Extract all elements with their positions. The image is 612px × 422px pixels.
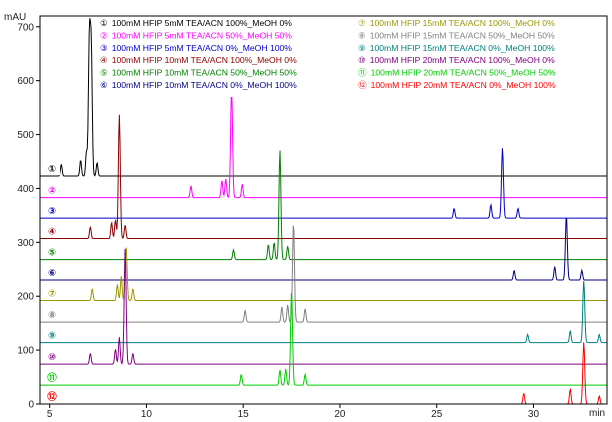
legend-background (96, 17, 590, 97)
legend-item-8: ⑧ 100mM HFIP 15mM TEA/ACN 50%_MeOH 50% (358, 30, 555, 40)
y-tick-label: 500 (17, 130, 34, 141)
trace-badge-bg (44, 370, 60, 385)
legend-marker: ⑪ (358, 68, 367, 78)
plot-frame (39, 15, 608, 405)
trace-line-2 (40, 87, 607, 199)
trace-marker-10: ⑩ (48, 352, 56, 363)
y-tick-label: 300 (17, 238, 34, 249)
legend-marker: ⑦ (358, 18, 366, 28)
legend-label: 100mM HFIP 15mM TEA/ACN 50%_MeOH 50% (370, 30, 555, 40)
y-axis-label: mAU (4, 12, 26, 23)
legend-marker: ⑩ (358, 55, 366, 65)
trace-line-12 (40, 342, 607, 405)
legend-label: 100mM HFIP 20mM TEA/ACN 50%_MeOH 50% (371, 68, 556, 78)
trace-line-11 (40, 292, 607, 386)
y-tick-label: 700 (17, 22, 34, 33)
legend-item-3: ③ 100mM HFIP 5mM TEA/ACN 0%_MeOH 100% (100, 43, 292, 53)
trace-marker-3: ③ (48, 206, 56, 217)
legend-item-7: ⑦ 100mM HFIP 15mM TEA/ACN 100%_MeOH 0% (358, 18, 555, 28)
trace-badge-bg (44, 161, 60, 176)
legend-item-5: ⑤ 100mM HFIP 10mM TEA/ACN 50%_MeOH 50% (100, 68, 297, 78)
trace-badge-bg (44, 265, 60, 280)
trace-badge-bg (44, 223, 60, 238)
legend-label: 100mM HFIP 15mM TEA/ACN 0%_MeOH 100% (370, 43, 555, 53)
trace-marker-7: ⑦ (48, 289, 56, 300)
legend-label: 100mM HFIP 20mM TEA/ACN 0%_MeOH 100% (371, 80, 556, 90)
legend-item-6: ⑥ 100mM HFIP 10mM TEA/ACN 0%_MeOH 100% (100, 80, 297, 90)
trace-marker-11: ⑪ (47, 372, 57, 384)
legend-marker: ① (100, 18, 108, 28)
trace-line-1 (40, 18, 607, 177)
trace-line-3 (40, 148, 607, 219)
legend-marker: ⑧ (358, 30, 366, 40)
x-tick-label: 5 (47, 409, 53, 420)
x-tick-label: 25 (431, 409, 443, 420)
legend-item-2: ② 100mM HFIP 5mM TEA/ACN 50%_MeOH 50% (100, 30, 292, 40)
trace-line-8 (40, 225, 607, 323)
y-tick-label: 0 (28, 400, 34, 411)
legend-label: 100mM HFIP 20mM TEA/ACN 100%_MeOH 0% (370, 55, 555, 65)
legend-item-11: ⑪ 100mM HFIP 20mM TEA/ACN 50%_MeOH 50% (358, 68, 556, 78)
legend-label: 100mM HFIP 5mM TEA/ACN 0%_MeOH 100% (112, 43, 293, 53)
y-tick-label: 400 (17, 184, 34, 195)
trace-badge-bg (44, 285, 60, 300)
x-tick-label: 15 (238, 409, 250, 420)
legend-marker: ⑤ (100, 68, 108, 78)
trace-line-7 (40, 247, 607, 302)
trace-badge-bg (44, 349, 60, 364)
x-tick-label: 30 (528, 409, 540, 420)
legend-label: 100mM HFIP 5mM TEA/ACN 100%_MeOH 0% (112, 18, 293, 28)
trace-marker-5: ⑤ (48, 248, 56, 259)
x-tick-label: 20 (334, 409, 346, 420)
trace-badge-bg (44, 389, 60, 403)
trace-badge-bg (44, 307, 60, 322)
legend-label: 100mM HFIP 10mM TEA/ACN 100%_MeOH 0% (112, 55, 297, 65)
legend-item-9: ⑨ 100mM HFIP 15mM TEA/ACN 0%_MeOH 100% (358, 43, 555, 53)
trace-marker-4: ④ (48, 227, 56, 238)
trace-marker-12: ⑫ (47, 391, 57, 403)
trace-line-4 (40, 114, 607, 240)
x-tick-label: 10 (141, 409, 153, 420)
trace-badge-bg (44, 327, 60, 342)
trace-marker-6: ⑥ (48, 268, 56, 279)
legend-item-1: ① 100mM HFIP 5mM TEA/ACN 100%_MeOH 0% (100, 18, 292, 28)
trace-marker-1: ① (48, 164, 56, 175)
legend-marker: ⑫ (358, 80, 367, 90)
y-tick-label: 100 (17, 346, 34, 357)
trace-marker-9: ⑨ (48, 331, 56, 342)
legend-marker: ③ (100, 43, 108, 53)
trace-badge-bg (44, 203, 60, 218)
trace-badge-bg (44, 244, 60, 259)
legend-marker: ⑨ (358, 43, 366, 53)
y-tick-label: 600 (17, 76, 34, 87)
legend-label: 100mM HFIP 10mM TEA/ACN 0%_MeOH 100% (112, 80, 297, 90)
legend-label: 100mM HFIP 15mM TEA/ACN 100%_MeOH 0% (370, 18, 555, 28)
legend-item-10: ⑩ 100mM HFIP 20mM TEA/ACN 100%_MeOH 0% (358, 55, 555, 65)
legend-item-12: ⑫ 100mM HFIP 20mM TEA/ACN 0%_MeOH 100% (358, 80, 556, 90)
trace-badge-bg (44, 182, 60, 197)
trace-marker-8: ⑧ (48, 310, 56, 321)
x-axis-label: min (589, 408, 605, 419)
trace-line-5 (40, 150, 607, 261)
legend-marker: ⑥ (100, 80, 108, 90)
legend-marker: ② (100, 30, 108, 40)
trace-line-10 (40, 248, 607, 365)
legend-item-4: ④ 100mM HFIP 10mM TEA/ACN 100%_MeOH 0% (100, 55, 297, 65)
trace-marker-2: ② (48, 186, 56, 197)
y-tick-label: 200 (17, 292, 34, 303)
trace-line-9 (40, 280, 607, 344)
legend-label: 100mM HFIP 10mM TEA/ACN 50%_MeOH 50% (112, 68, 297, 78)
trace-line-6 (40, 218, 607, 281)
legend-marker: ④ (100, 55, 108, 65)
legend-label: 100mM HFIP 5mM TEA/ACN 50%_MeOH 50% (112, 30, 293, 40)
